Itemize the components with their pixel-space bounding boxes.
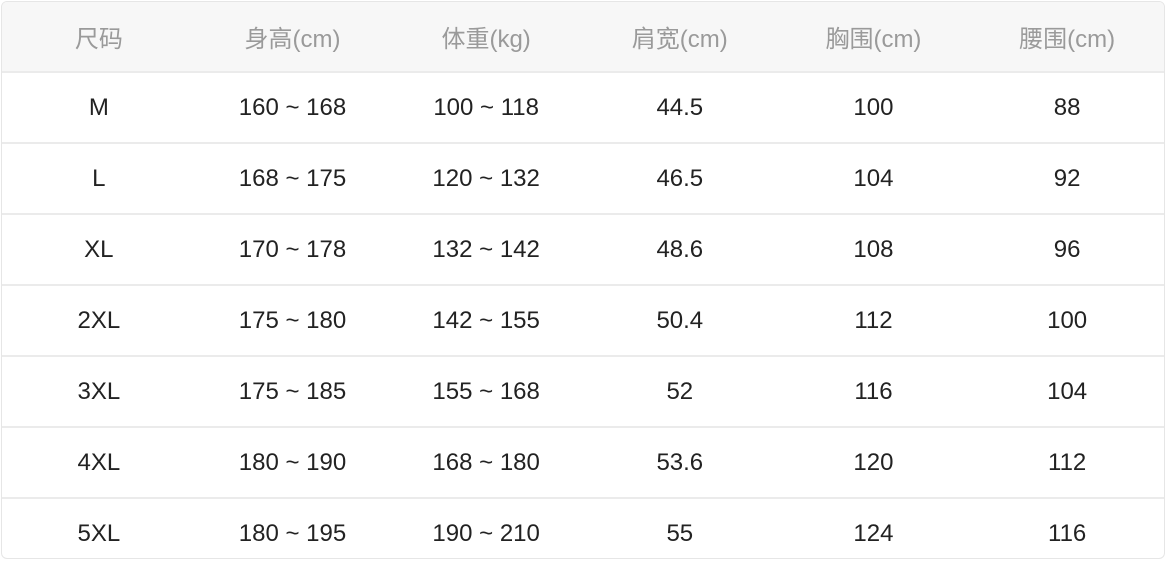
- cell-weight: 100 ~ 118: [389, 72, 583, 144]
- table-row: 4XL 180 ~ 190 168 ~ 180 53.6 120 112: [2, 427, 1164, 499]
- cell-size: 2XL: [2, 285, 196, 357]
- cell-chest: 104: [776, 143, 971, 215]
- cell-chest: 100: [776, 72, 971, 144]
- cell-weight: 168 ~ 180: [389, 427, 583, 499]
- table-row: M 160 ~ 168 100 ~ 118 44.5 100 88: [2, 72, 1164, 144]
- cell-height: 175 ~ 180: [195, 285, 390, 357]
- cell-waist: 88: [970, 72, 1164, 144]
- column-header-waist: 腰围(cm): [970, 2, 1164, 73]
- cell-size: L: [2, 143, 196, 215]
- table-row: 3XL 175 ~ 185 155 ~ 168 52 116 104: [2, 356, 1164, 428]
- cell-height: 180 ~ 190: [195, 427, 390, 499]
- cell-shoulder: 55: [666, 519, 694, 547]
- column-header-weight: 体重(kg): [389, 2, 583, 73]
- cell-shoulder: 48.6: [582, 214, 777, 286]
- column-header-height: 身高(cm): [195, 2, 390, 73]
- cell-height: 180 ~ 195: [238, 519, 347, 547]
- cell-height: 168 ~ 175: [195, 143, 390, 215]
- table-row: 2XL 175 ~ 180 142 ~ 155 50.4 112 100: [2, 285, 1164, 357]
- column-header-shoulder: 肩宽(cm): [582, 2, 777, 73]
- cell-chest: 124: [853, 519, 894, 547]
- cell-waist: 116: [1048, 519, 1087, 547]
- table-row: L 168 ~ 175 120 ~ 132 46.5 104 92: [2, 143, 1164, 215]
- cell-size: M: [2, 72, 196, 144]
- column-header-size: 尺码: [2, 2, 196, 73]
- cell-waist: 112: [970, 427, 1164, 499]
- cell-waist: 96: [970, 214, 1164, 286]
- table-row: 5XL 180 ~ 195 190 ~ 210 55 124 116: [2, 498, 1164, 558]
- cell-chest: 120: [776, 427, 971, 499]
- cell-weight: 120 ~ 132: [389, 143, 583, 215]
- cell-weight: 142 ~ 155: [389, 285, 583, 357]
- cell-size: 3XL: [2, 356, 196, 428]
- cell-shoulder: 52: [582, 356, 777, 428]
- cell-chest: 108: [776, 214, 971, 286]
- cell-shoulder: 44.5: [582, 72, 777, 144]
- cell-waist: 100: [970, 285, 1164, 357]
- cell-size: 5XL: [77, 519, 121, 547]
- cell-shoulder: 50.4: [582, 285, 777, 357]
- cell-height: 160 ~ 168: [195, 72, 390, 144]
- cell-size: XL: [2, 214, 196, 286]
- cell-weight: 155 ~ 168: [389, 356, 583, 428]
- table-row: XL 170 ~ 178 132 ~ 142 48.6 108 96: [2, 214, 1164, 286]
- cell-shoulder: 53.6: [582, 427, 777, 499]
- header-row: 尺码 身高(cm) 体重(kg) 肩宽(cm) 胸围(cm) 腰围(cm): [2, 2, 1164, 73]
- cell-chest: 116: [776, 356, 971, 428]
- column-header-chest: 胸围(cm): [776, 2, 971, 73]
- cell-height: 175 ~ 185: [195, 356, 390, 428]
- cell-waist: 92: [970, 143, 1164, 215]
- cell-size: 4XL: [2, 427, 196, 499]
- cell-height: 170 ~ 178: [195, 214, 390, 286]
- cell-weight: 132 ~ 142: [389, 214, 583, 286]
- cell-waist: 104: [970, 356, 1164, 428]
- table-body: M 160 ~ 168 100 ~ 118 44.5 100 88 L 168 ~ 175 12…: [2, 72, 1164, 558]
- cell-chest: 112: [776, 285, 971, 357]
- cell-weight: 190 ~ 210: [432, 519, 540, 547]
- cell-shoulder: 46.5: [582, 143, 777, 215]
